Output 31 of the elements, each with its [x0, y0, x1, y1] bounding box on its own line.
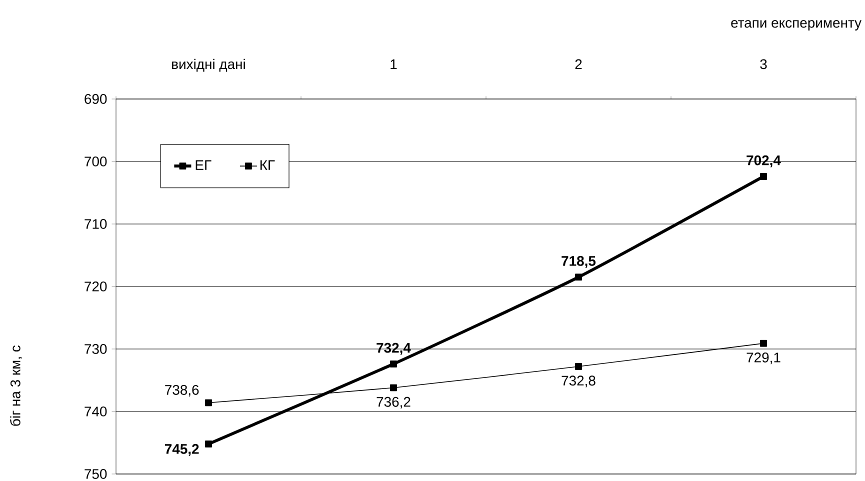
x-tick-label: 1: [390, 59, 397, 69]
y-tick-label: 740: [84, 406, 107, 416]
x-tick-label: 3: [760, 59, 767, 70]
data-label: 732,4: [376, 342, 411, 355]
x-axis-title: етапи експерименту: [731, 20, 862, 30]
point: [575, 274, 582, 281]
point: [205, 440, 212, 448]
x-tick-label: 2: [575, 59, 582, 69]
y-tick-label: 720: [84, 282, 107, 292]
point: [575, 363, 582, 370]
data-label: 702,4: [746, 155, 781, 168]
data-label: 729,1: [746, 352, 780, 364]
data-label: 718,5: [562, 256, 596, 268]
y-tick-label: 700: [84, 156, 107, 166]
data-label: 736,2: [376, 396, 410, 408]
y-tick-label: 710: [84, 219, 107, 229]
point: [760, 340, 767, 347]
point: [205, 399, 212, 406]
data-label: 732,8: [562, 376, 596, 388]
y-tick-label: 690: [84, 94, 107, 104]
y-tick-label: 730: [84, 344, 107, 354]
legend-label: ЕГ: [196, 160, 212, 170]
point: [390, 360, 397, 368]
point: [390, 384, 397, 392]
data-label: 738,6: [165, 384, 199, 396]
legend-label: КГ: [260, 160, 275, 170]
data-label: 745,2: [165, 444, 199, 456]
x-tick-label: вихідні дані: [172, 58, 245, 72]
y-axis-title: біг на 3 км, с: [10, 346, 22, 426]
point: [760, 173, 767, 180]
y-tick-label: 750: [84, 469, 107, 479]
